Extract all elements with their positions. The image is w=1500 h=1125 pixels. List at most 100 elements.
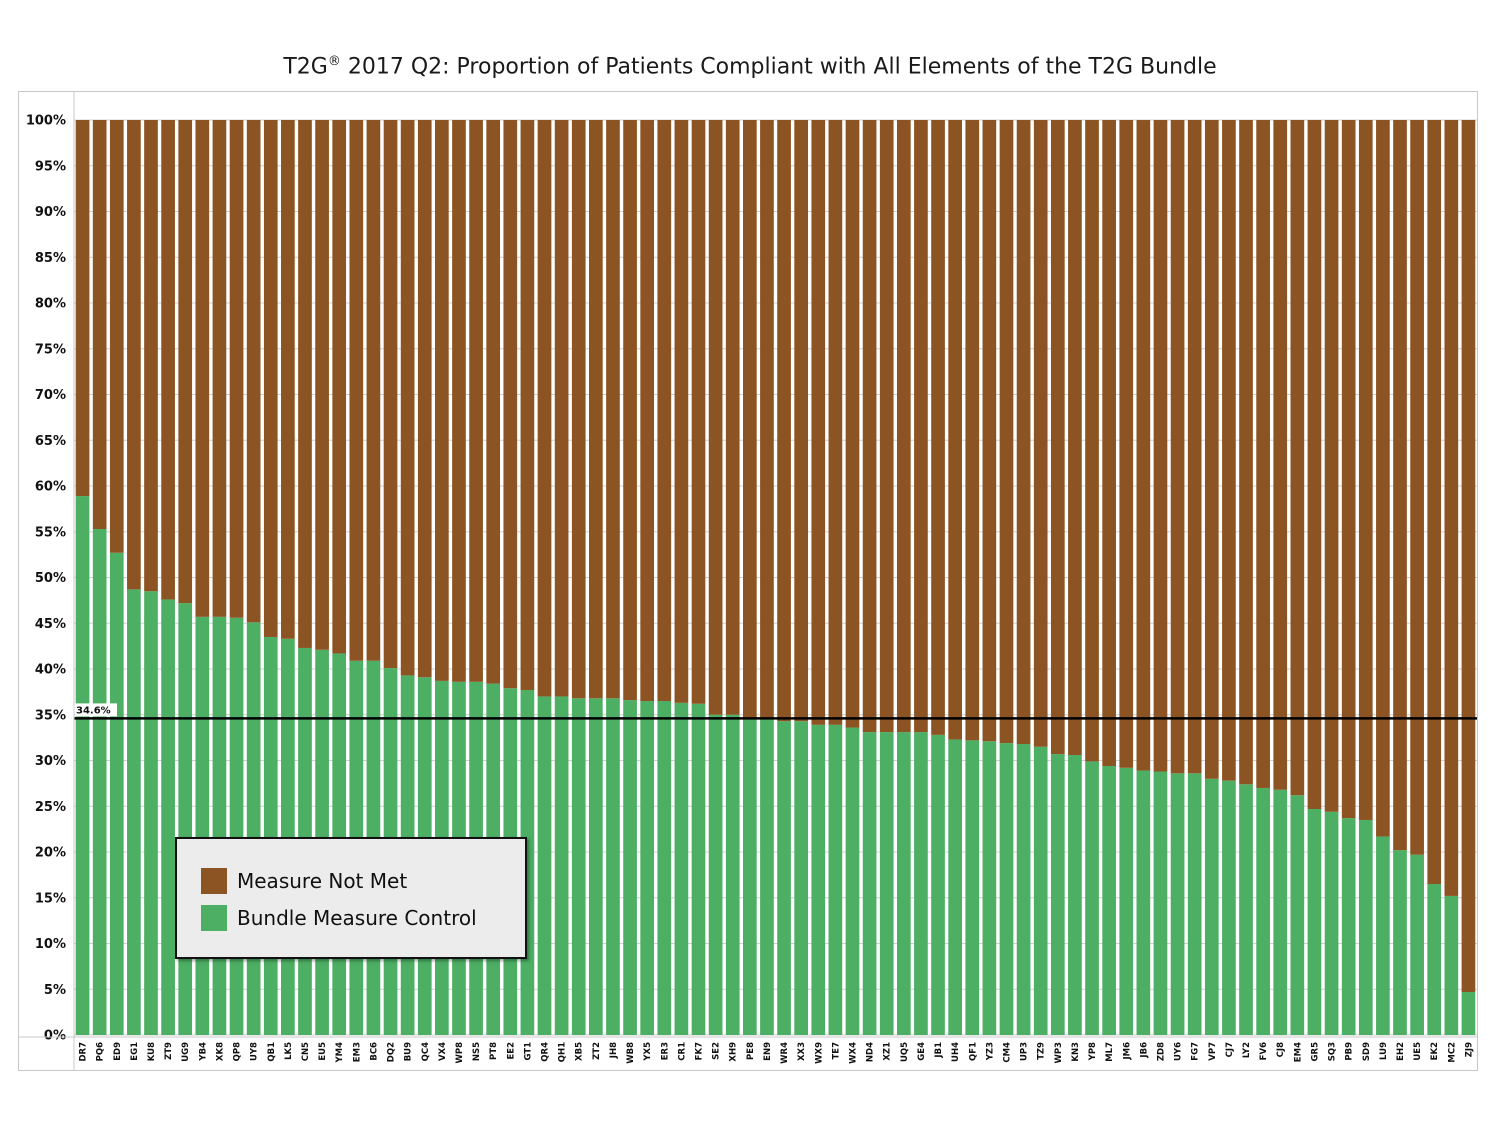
x-tick-label: TE7 [831,1042,841,1060]
x-tick-label: UP3 [1020,1042,1030,1061]
bar-not-met-eu5 [315,120,329,650]
x-tick-label: YM4 [335,1042,345,1064]
bar-met-wp3 [1050,754,1065,1035]
bar-met-qf1 [965,740,980,1035]
bar-met-jb1 [931,734,945,1035]
bar-met-tz9 [1033,746,1048,1035]
bar-not-met-ym4 [332,120,347,654]
bar-not-met-en9 [760,120,774,720]
x-tick-label: BU9 [404,1042,414,1061]
x-tick-label: ER3 [660,1042,670,1060]
bar-not-met-eh2 [1393,120,1407,851]
bar-met-xb5 [571,698,586,1035]
average-line-group: 34.6% [74,703,1477,720]
x-tick-label: DQ2 [387,1042,397,1062]
bar-not-met-yz3 [982,120,997,742]
x-tick-label: UY8 [250,1042,260,1061]
x-tick-label: EE2 [506,1042,516,1060]
y-tick-label: 15% [35,891,66,906]
x-tick-label: EN9 [763,1042,773,1061]
legend-item-met: Bundle Measure Control [201,903,477,933]
bar-not-met-te7 [828,120,843,725]
bar-met-wx9 [811,724,826,1035]
bar-not-met-fg7 [1187,120,1202,774]
bar-met-zt9 [161,599,175,1035]
chart-frame [18,91,1478,1071]
bar-met-ug9 [178,603,193,1035]
bar-not-met-fv6 [1256,120,1270,788]
x-tick-label: WP8 [455,1042,465,1064]
x-tick-label: JM6 [1122,1042,1132,1061]
bar-met-uy8 [246,622,261,1035]
x-tick-label: TZ9 [1037,1042,1047,1060]
x-tick-label: YP8 [1088,1042,1098,1061]
x-tick-label: PB9 [1345,1042,1355,1061]
y-tick-label: 75% [35,342,66,357]
average-label-bg [75,703,117,717]
bar-not-met-dr7 [75,120,90,497]
x-tick-label: XB5 [575,1042,585,1061]
bar-met-kn3 [1068,755,1082,1035]
bar-not-met-ed9 [109,120,124,553]
x-tick-label: UE5 [1413,1042,1423,1061]
x-tick-label: KN3 [1071,1042,1081,1062]
bar-not-met-pq6 [92,120,107,530]
bar-not-met-cm4 [999,120,1014,744]
bar-not-met-ku8 [144,120,158,592]
bar-not-met-cj7 [1222,120,1236,781]
bar-met-pe8 [742,717,757,1035]
y-tick-label: 85% [35,251,66,266]
chart-title: T2G® 2017 Q2: Proportion of Patients Com… [0,54,1500,79]
bar-not-met-wx4 [845,120,860,728]
bar-met-xx3 [794,721,809,1035]
bar-not-met-ek2 [1427,120,1442,885]
bar-not-met-se2 [708,120,723,715]
bar-not-met-qh1 [554,120,569,697]
x-tick-label: QH1 [558,1042,568,1062]
bar-not-met-kn3 [1068,120,1082,756]
bar-not-met-bu9 [400,120,415,676]
x-tick-label: GE4 [917,1042,927,1061]
x-tick-label: LK5 [284,1042,294,1060]
bar-not-met-fk7 [691,120,706,704]
y-tick-label: 90% [35,205,66,220]
bar-met-lu9 [1376,836,1390,1035]
bar-met-ge4 [914,732,928,1035]
legend-item-not-met: Measure Not Met [201,866,407,896]
y-tick-label: 35% [35,708,66,723]
bar-met-xk8 [212,616,227,1035]
bar-met-fk7 [691,703,706,1035]
bar-not-met-sd9 [1358,120,1373,820]
bar-met-ek2 [1427,884,1442,1035]
y-tick-label: 95% [35,159,66,174]
bar-not-met-wp3 [1050,120,1065,755]
bar-not-met-yp8 [1085,120,1099,762]
legend: Measure Not Met Bundle Measure Control [175,837,527,959]
x-tick-label: XK8 [215,1042,225,1061]
x-tick-label: WX4 [848,1042,858,1064]
bar-met-uy6 [1170,773,1185,1035]
axes: 0% 5% 10% 15% 20% 25% 30% 35% 40% 45% 50% 55% 60% 65%… [18,92,1478,1070]
bar-met-wr4 [777,721,791,1035]
x-tick-label: XH9 [729,1042,739,1062]
bar-met-uq5 [896,732,911,1035]
x-tick-label: UG9 [181,1042,191,1062]
bar-met-uh4 [948,739,962,1035]
legend-swatch-not-met [201,868,227,894]
bar-not-met-zd8 [1153,120,1168,772]
x-tick-label: FV6 [1259,1042,1269,1060]
bar-not-met-qf1 [965,120,980,741]
bar-not-met-gr5 [1307,120,1322,809]
x-tick-label: LY2 [1242,1042,1252,1058]
bar-not-met-mc2 [1444,120,1459,896]
bar-met-fg7 [1187,773,1202,1035]
bar-not-met-zt2 [589,120,603,699]
bar-not-met-er3 [657,120,672,702]
bar-met-sd9 [1358,819,1373,1035]
x-tick-label: EM3 [352,1042,362,1062]
bar-met-zj9 [1461,991,1476,1035]
bar-not-met-uy8 [246,120,261,623]
x-tick-label: LU9 [1379,1042,1389,1060]
bar-met-ly2 [1239,784,1253,1035]
